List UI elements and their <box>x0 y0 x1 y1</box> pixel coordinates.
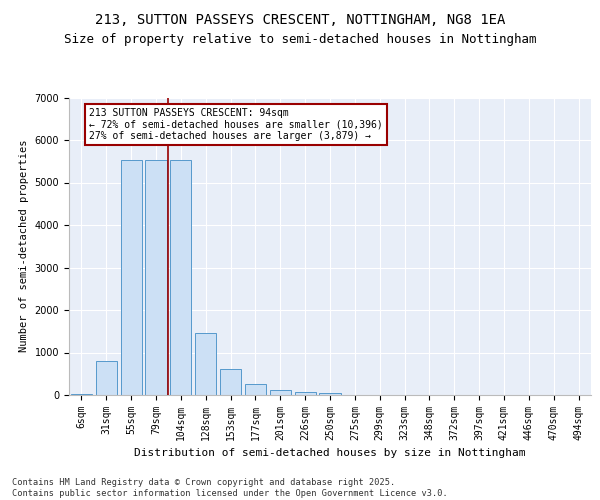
Y-axis label: Number of semi-detached properties: Number of semi-detached properties <box>19 140 29 352</box>
Bar <box>220 368 241 395</box>
Bar <box>195 332 216 395</box>
Bar <box>170 160 191 395</box>
Text: Size of property relative to semi-detached houses in Nottingham: Size of property relative to semi-detach… <box>64 32 536 46</box>
Text: Contains HM Land Registry data © Crown copyright and database right 2025.
Contai: Contains HM Land Registry data © Crown c… <box>12 478 448 498</box>
Bar <box>270 390 291 395</box>
Text: 213 SUTTON PASSEYS CRESCENT: 94sqm
← 72% of semi-detached houses are smaller (10: 213 SUTTON PASSEYS CRESCENT: 94sqm ← 72%… <box>89 108 383 142</box>
Bar <box>121 160 142 395</box>
Bar <box>145 160 167 395</box>
Bar <box>319 393 341 395</box>
Bar <box>245 384 266 395</box>
Text: 213, SUTTON PASSEYS CRESCENT, NOTTINGHAM, NG8 1EA: 213, SUTTON PASSEYS CRESCENT, NOTTINGHAM… <box>95 12 505 26</box>
Bar <box>96 362 117 395</box>
Bar <box>295 392 316 395</box>
X-axis label: Distribution of semi-detached houses by size in Nottingham: Distribution of semi-detached houses by … <box>134 448 526 458</box>
Bar <box>71 394 92 395</box>
